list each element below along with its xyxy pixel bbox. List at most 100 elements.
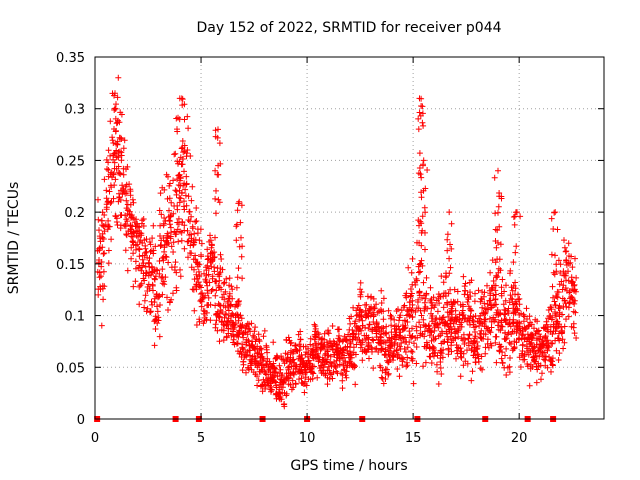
data-point	[146, 285, 153, 292]
data-point	[171, 228, 178, 235]
data-point	[130, 199, 137, 206]
data-point	[303, 349, 310, 356]
data-point	[124, 201, 131, 208]
data-point	[198, 284, 204, 291]
data-point	[403, 312, 410, 319]
data-point	[428, 360, 435, 366]
data-point	[309, 369, 316, 376]
data-point	[468, 377, 475, 384]
data-point	[228, 283, 235, 290]
data-point	[413, 344, 420, 350]
data-point	[156, 292, 163, 299]
y-tick-label: 0.35	[56, 51, 85, 66]
data-point	[218, 286, 225, 293]
data-point	[96, 245, 103, 252]
y-axis-label: SRMTID / TECUs	[6, 182, 22, 295]
data-point	[137, 264, 143, 271]
data-point	[398, 307, 405, 314]
data-point	[380, 295, 387, 302]
data-point	[343, 336, 350, 343]
data-point	[165, 240, 172, 247]
data-point	[311, 363, 317, 370]
data-point	[178, 145, 185, 152]
data-point	[189, 225, 196, 232]
y-tick-label: 0.05	[56, 361, 85, 376]
data-point	[177, 266, 183, 273]
data-point	[286, 337, 293, 344]
data-point	[471, 298, 478, 305]
data-point	[193, 322, 200, 328]
data-point	[108, 236, 115, 243]
data-point	[562, 248, 569, 255]
data-point	[112, 176, 119, 183]
data-point	[193, 218, 200, 224]
data-point	[101, 250, 108, 257]
data-point	[230, 336, 237, 343]
data-point	[552, 252, 558, 259]
data-point	[378, 374, 385, 381]
data-point	[357, 279, 364, 286]
data-point	[243, 369, 249, 376]
data-point	[99, 234, 106, 241]
data-point	[407, 286, 414, 292]
data-point	[128, 226, 135, 233]
data-point	[98, 217, 105, 224]
data-point	[128, 244, 135, 251]
data-point	[409, 313, 416, 320]
data-point	[130, 250, 137, 257]
data-point	[196, 261, 203, 268]
data-point	[161, 281, 168, 288]
data-point	[170, 177, 177, 184]
data-point	[218, 256, 225, 262]
data-point	[124, 218, 131, 225]
data-point	[170, 249, 177, 255]
data-point	[181, 245, 188, 252]
data-point	[307, 335, 314, 342]
data-point	[416, 261, 423, 268]
data-point	[552, 209, 559, 216]
data-point	[315, 331, 322, 338]
data-point	[372, 346, 379, 353]
data-point	[161, 215, 168, 221]
data-point	[252, 324, 259, 331]
data-point	[444, 236, 451, 243]
data-point	[550, 226, 557, 232]
data-point	[115, 163, 122, 170]
data-point	[273, 369, 279, 375]
data-point	[185, 217, 192, 223]
data-point	[95, 291, 102, 298]
data-point	[417, 260, 424, 267]
data-point	[111, 150, 117, 157]
data-point	[216, 140, 223, 147]
data-point	[466, 331, 473, 338]
data-point	[136, 301, 143, 308]
data-point	[182, 192, 189, 199]
data-point	[172, 231, 179, 238]
data-point	[493, 291, 499, 298]
data-point	[181, 168, 187, 175]
data-point	[204, 246, 211, 253]
data-point	[298, 379, 305, 386]
data-point	[426, 322, 433, 329]
data-point	[363, 301, 370, 308]
data-point	[207, 237, 214, 244]
data-point	[117, 225, 124, 232]
data-point	[292, 342, 299, 349]
data-point	[409, 333, 416, 340]
data-point	[184, 113, 191, 120]
data-point	[380, 308, 387, 315]
data-point	[444, 231, 451, 238]
data-point	[129, 196, 136, 203]
data-point	[285, 364, 291, 371]
data-point	[128, 212, 135, 218]
data-point	[336, 361, 343, 368]
data-point	[239, 321, 246, 328]
data-point	[162, 253, 169, 260]
data-point	[437, 365, 444, 371]
data-point	[200, 307, 207, 314]
data-point	[101, 176, 108, 183]
data-point	[292, 381, 299, 388]
data-point	[105, 260, 112, 267]
data-point	[142, 292, 149, 299]
data-point	[408, 290, 415, 297]
